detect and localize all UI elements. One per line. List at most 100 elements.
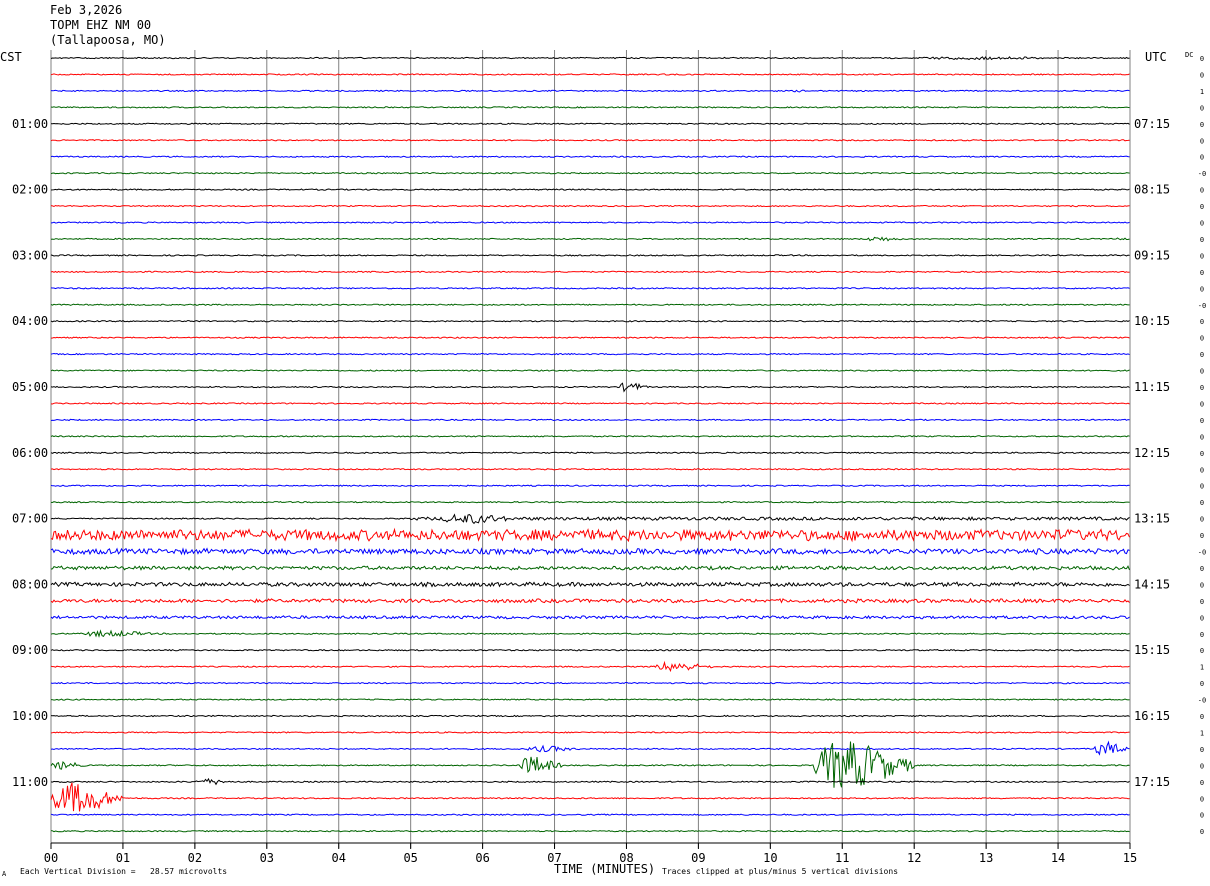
right-hour-label: 07:15 <box>1134 117 1170 131</box>
x-axis-title: TIME (MINUTES) <box>554 862 655 876</box>
trace-line <box>50 89 1130 93</box>
dc-offset-label: 1 <box>1200 729 1204 737</box>
clip-note: Traces clipped at plus/minus 5 vertical … <box>662 867 898 876</box>
trace-line <box>50 221 1130 224</box>
left-hour-label: 02:00 <box>12 183 48 197</box>
trace-line <box>50 402 1130 405</box>
x-tick-label: 09 <box>691 851 705 865</box>
dc-offset-label: 0 <box>1200 121 1204 129</box>
dc-offset-label: 0 <box>1200 483 1204 491</box>
trace-line <box>50 681 1130 685</box>
trace-line <box>50 418 1130 422</box>
dc-offset-label: 0 <box>1200 203 1204 211</box>
dc-offset-label: 0 <box>1200 384 1204 392</box>
dc-offset-label: -0 <box>1198 549 1206 557</box>
trace-line <box>50 254 1130 257</box>
x-tick-label: 06 <box>475 851 489 865</box>
x-tick-label: 04 <box>332 851 346 865</box>
left-hour-label: 11:00 <box>12 775 48 789</box>
dc-offset-label: 0 <box>1200 71 1204 79</box>
x-tick-label: 11 <box>835 851 849 865</box>
dc-offset-label: 0 <box>1200 433 1204 441</box>
right-hour-label: 11:15 <box>1134 380 1170 394</box>
dc-offset-label: -0 <box>1198 170 1206 178</box>
x-tick-label: 10 <box>763 851 777 865</box>
trace-line <box>50 204 1130 208</box>
dc-offset-label: 0 <box>1200 516 1204 524</box>
dc-offset-label: 1 <box>1200 664 1204 672</box>
trace-line <box>50 500 1130 504</box>
trace-line <box>50 236 1130 242</box>
trace-line <box>50 171 1130 175</box>
dc-offset-label: 0 <box>1200 318 1204 326</box>
trace-line <box>50 597 1130 604</box>
left-hour-label: 08:00 <box>12 577 48 591</box>
trace-line <box>50 106 1130 109</box>
right-hour-label: 08:15 <box>1134 183 1170 197</box>
trace-line <box>50 714 1130 718</box>
trace-line <box>50 369 1130 372</box>
dc-offset-label: 0 <box>1200 713 1204 721</box>
trace-line <box>50 352 1130 356</box>
dc-offset-label: 0 <box>1200 236 1204 244</box>
corner-mark: A <box>2 870 7 878</box>
dc-offset-label: 0 <box>1200 269 1204 277</box>
header-station: TOPM EHZ NM 00 <box>50 18 152 32</box>
dc-offset-label: 0 <box>1200 450 1204 458</box>
trace-line <box>50 698 1130 701</box>
trace-line <box>50 813 1130 816</box>
trace-line <box>50 451 1130 455</box>
dc-offset-label: 0 <box>1200 252 1204 260</box>
x-tick-label: 13 <box>979 851 993 865</box>
right-hour-label: 12:15 <box>1134 446 1170 460</box>
left-hour-label: 03:00 <box>12 248 48 262</box>
trace-line <box>50 336 1130 339</box>
left-hour-label: 06:00 <box>12 446 48 460</box>
dc-offset-label: 0 <box>1200 762 1204 770</box>
dc-offset-label: 1 <box>1200 88 1204 96</box>
right-timezone-label: UTC <box>1145 50 1167 64</box>
x-tick-label: 01 <box>116 851 130 865</box>
trace-line <box>50 188 1130 191</box>
dc-offset-label: 0 <box>1200 499 1204 507</box>
right-hour-label: 15:15 <box>1134 643 1170 657</box>
left-hour-label: 10:00 <box>12 709 48 723</box>
trace-line <box>50 547 1130 556</box>
right-hour-label: 17:15 <box>1134 775 1170 789</box>
trace-line <box>50 741 1130 788</box>
dc-offset-label: 0 <box>1200 598 1204 606</box>
x-tick-label: 05 <box>403 851 417 865</box>
right-hour-label: 14:15 <box>1134 577 1170 591</box>
trace-line <box>50 320 1130 323</box>
trace-line <box>50 777 1130 786</box>
trace-line <box>50 629 1130 638</box>
trace-line <box>50 782 1130 812</box>
dc-offset-label: 0 <box>1200 614 1204 622</box>
trace-line <box>50 660 1130 673</box>
trace-line <box>50 513 1130 525</box>
dc-label: DC <box>1185 51 1193 59</box>
dc-offset-label: 0 <box>1200 368 1204 376</box>
trace-line <box>50 139 1130 142</box>
left-hour-label: 04:00 <box>12 314 48 328</box>
dc-offset-label: 0 <box>1200 795 1204 803</box>
dc-offset-label: 0 <box>1200 351 1204 359</box>
right-hour-label: 13:15 <box>1134 512 1170 526</box>
left-hour-label: 07:00 <box>12 512 48 526</box>
trace-line <box>50 303 1130 306</box>
header-location: (Tallapoosa, MO) <box>50 33 166 47</box>
trace-line <box>50 581 1130 588</box>
axis-labels: 00 01 02 03 04 05 06 07 08 09 10 11 12 13 14 150010000-… <box>12 55 1206 865</box>
dc-offset-label: 0 <box>1200 746 1204 754</box>
trace-line <box>50 155 1130 158</box>
trace-line <box>50 527 1130 543</box>
dc-offset-label: 0 <box>1200 104 1204 112</box>
x-tick-label: 00 <box>44 851 58 865</box>
trace-line <box>50 468 1130 471</box>
dc-offset-label: -0 <box>1198 697 1206 705</box>
dc-offset-label: 0 <box>1200 532 1204 540</box>
trace-line <box>50 614 1130 620</box>
scale-note: Each Vertical Division = 28.57 microvolt… <box>20 867 227 876</box>
right-hour-label: 09:15 <box>1134 248 1170 262</box>
header-date: Feb 3,2026 <box>50 3 123 17</box>
